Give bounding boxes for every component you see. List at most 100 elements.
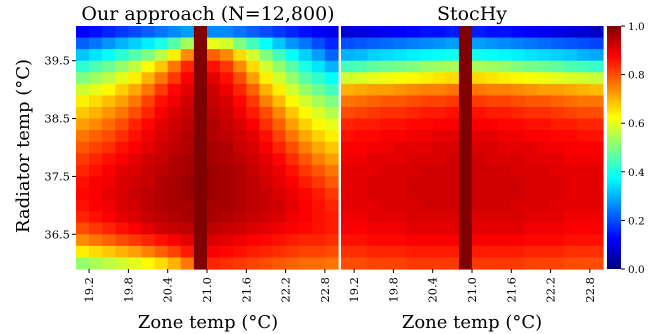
heatmap-cell [393, 199, 408, 212]
heatmap-cell [285, 37, 300, 50]
heatmap-cell [298, 257, 313, 270]
heatmap-cell [259, 37, 274, 50]
heatmap-cell [246, 107, 260, 120]
heatmap-cell [128, 176, 143, 189]
heatmap-cell [367, 118, 381, 131]
heatmap-cell [537, 130, 552, 143]
heatmap-cell [220, 118, 234, 131]
heatmap-cell [102, 222, 116, 235]
heatmap-cell [406, 141, 421, 154]
heatmap-cell [128, 245, 143, 259]
heatmap-cell [589, 211, 604, 224]
heatmap-cell [472, 211, 486, 224]
heatmap-cell [563, 37, 578, 50]
heatmap-cell [76, 95, 90, 108]
heatmap-cell [102, 130, 116, 143]
colorbar-tick-label: 0.2 [628, 215, 645, 227]
heatmap-cell [167, 60, 182, 73]
heatmap-cell [393, 257, 408, 270]
heatmap-cell [511, 176, 525, 189]
heatmap-cell [419, 153, 434, 166]
heatmap-cell [298, 72, 313, 85]
y-tick-label: 36.5 [44, 227, 70, 241]
heatmap-cell [259, 49, 274, 62]
heatmap-cell [89, 141, 103, 154]
heatmap-cell [324, 26, 339, 39]
heatmap-cell [380, 245, 394, 259]
heatmap-cell [154, 60, 169, 73]
heatmap-cell [367, 176, 381, 189]
heatmap-cell [298, 176, 313, 189]
heatmap-cell [511, 118, 525, 131]
heatmap-cell [458, 72, 473, 85]
heatmap-cell [380, 107, 394, 120]
heatmap-cell [537, 211, 552, 224]
heatmap-cell [115, 37, 129, 50]
heatmap-cell [141, 95, 156, 108]
heatmap-cell [354, 118, 368, 131]
heatmap-cell [406, 49, 421, 62]
heatmap-cell [419, 211, 434, 224]
heatmap-cell [259, 83, 274, 97]
heatmap-cell [324, 199, 339, 212]
heatmap-cell [154, 211, 169, 224]
heatmap-cell [458, 176, 473, 189]
heatmap-cell [220, 234, 234, 247]
heatmap-cell [89, 83, 103, 97]
heatmap-cell [524, 72, 539, 85]
heatmap-cell [550, 245, 565, 259]
heatmap-cell [89, 176, 103, 189]
heatmap-cell [259, 118, 274, 131]
heatmap-cell [324, 245, 339, 259]
heatmap-cell [272, 188, 287, 201]
heatmap-cell [380, 118, 394, 131]
heatmap-cell [167, 95, 182, 108]
heatmap-cell [102, 141, 116, 154]
heatmap-cell [298, 107, 313, 120]
heatmap-cell [128, 95, 143, 108]
heatmap-cell [128, 234, 143, 247]
heatmap-cell [154, 222, 169, 235]
heatmap-cell [285, 199, 300, 212]
heatmap-cell [406, 211, 421, 224]
heatmap-cell [393, 245, 408, 259]
heatmap-cell [259, 164, 274, 178]
heatmap-cell [432, 118, 447, 131]
heatmap-cell [498, 107, 512, 120]
heatmap-cell [193, 199, 208, 212]
heatmap-cell [76, 188, 90, 201]
heatmap-cell [167, 211, 182, 224]
heatmap-cell [220, 72, 234, 85]
heatmap-cell [589, 141, 604, 154]
heatmap-cell [324, 188, 339, 201]
heatmap-cell [89, 153, 103, 166]
heatmap-cell [233, 95, 247, 108]
heatmap-cell [154, 257, 169, 270]
heatmap-cell [419, 37, 434, 50]
heatmap-cell [458, 141, 473, 154]
heatmap-cell [115, 26, 129, 39]
heatmap-cell [380, 72, 394, 85]
heatmap-cell [89, 188, 103, 201]
heatmap-cell [324, 234, 339, 247]
heatmap-cell [524, 211, 539, 224]
heatmap-cell [233, 72, 247, 85]
heatmap-cell [259, 141, 274, 154]
heatmap-cell [537, 107, 552, 120]
heatmap-cell [272, 26, 287, 39]
heatmap-cell [419, 245, 434, 259]
x-tick-label: 21.0 [465, 277, 479, 303]
heatmap-cell [128, 72, 143, 85]
heatmap-cell [485, 245, 499, 259]
heatmap-cell [233, 130, 247, 143]
heatmap-cell [89, 222, 103, 235]
heatmap-cell [511, 72, 525, 85]
heatmap-cell [128, 164, 143, 178]
heatmap-cell [419, 118, 434, 131]
heatmap-cell [589, 95, 604, 108]
heatmap-cell [233, 107, 247, 120]
heatmap-cell [324, 130, 339, 143]
heatmap-cell [272, 176, 287, 189]
heatmap-cell [193, 49, 208, 62]
x-tick-label: 20.4 [426, 277, 440, 303]
